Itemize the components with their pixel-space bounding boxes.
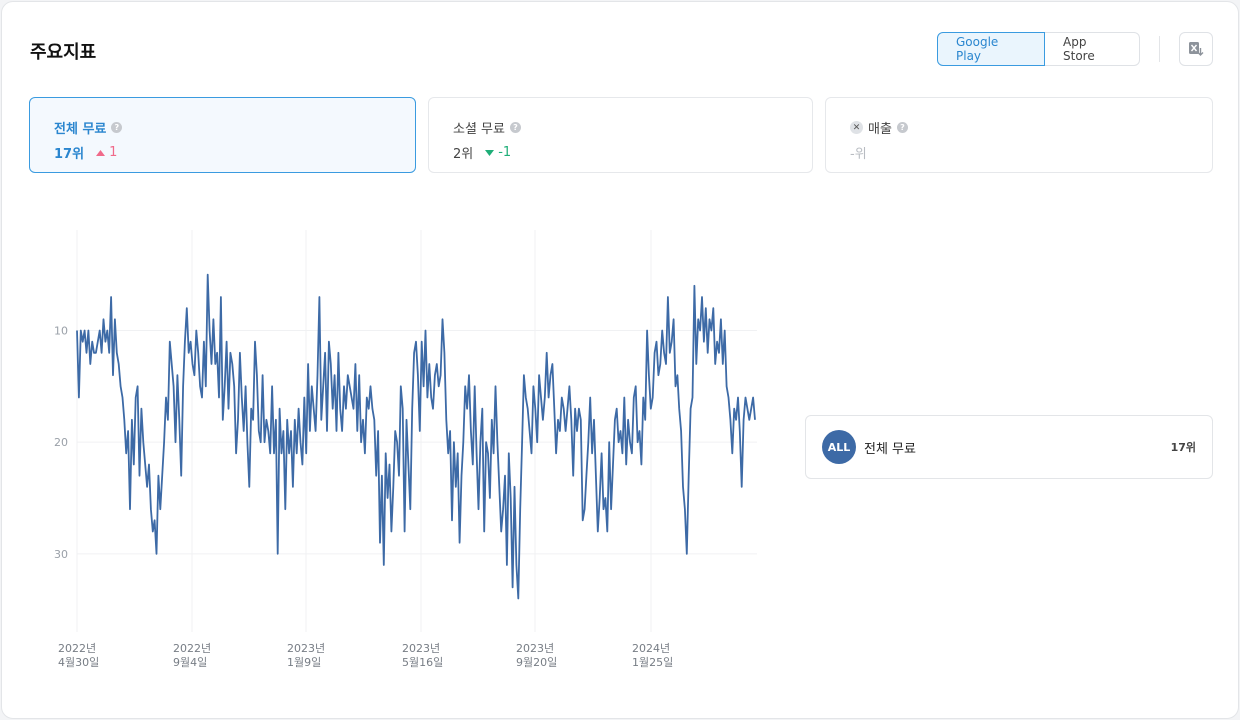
card-rank: -위 bbox=[850, 147, 867, 162]
store-toggle: Google Play App Store bbox=[937, 32, 1140, 66]
card-label: 전체 무료 bbox=[54, 122, 107, 137]
x-tick-day: 1월9일 bbox=[287, 655, 321, 669]
x-tick-year: 2024년 bbox=[632, 642, 670, 655]
rank-delta: 1 bbox=[109, 145, 118, 160]
y-tick-label: 20 bbox=[54, 436, 68, 449]
legend-badge: ALL bbox=[822, 430, 856, 464]
help-icon[interactable]: ? bbox=[111, 122, 123, 133]
chart-legend: ALL 전체 무료 17위 bbox=[805, 415, 1213, 479]
card-total-free[interactable]: 전체 무료 ? 17위 1 bbox=[29, 97, 416, 173]
x-tick-year: 2023년 bbox=[516, 642, 554, 655]
legend-name: 전체 무료 bbox=[864, 441, 916, 457]
card-label: 매출 bbox=[868, 122, 892, 137]
rank-delta: -1 bbox=[498, 145, 512, 160]
card-label: 소셜 무료 bbox=[453, 122, 505, 137]
help-icon[interactable]: ? bbox=[509, 122, 521, 133]
card-rank: 2위 bbox=[453, 147, 474, 162]
excel-download-button[interactable] bbox=[1179, 32, 1213, 66]
card-social-free[interactable]: 소셜 무료 ? 2위 -1 bbox=[428, 97, 813, 173]
triangle-up-icon bbox=[96, 149, 106, 156]
rank-change-up: 1 bbox=[96, 145, 117, 160]
app-store-button[interactable]: App Store bbox=[1045, 32, 1140, 66]
series-line bbox=[76, 273, 756, 600]
x-tick-day: 4월30일 bbox=[58, 655, 99, 669]
legend-value: 17위 bbox=[1170, 441, 1196, 454]
card-rank: 17위 bbox=[54, 147, 85, 162]
x-tick-year: 2023년 bbox=[402, 642, 440, 655]
x-tick-year: 2022년 bbox=[58, 642, 96, 655]
x-tick-day: 5월16일 bbox=[402, 655, 443, 669]
header-divider bbox=[1159, 36, 1160, 62]
x-tick-year: 2022년 bbox=[173, 642, 211, 655]
triangle-down-icon bbox=[485, 149, 495, 156]
excel-download-icon bbox=[1189, 42, 1204, 56]
card-revenue[interactable]: ✕ 매출 ? -위 bbox=[825, 97, 1213, 173]
x-tick-day: 1월25일 bbox=[632, 655, 673, 669]
close-icon: ✕ bbox=[850, 121, 863, 134]
x-tick-day: 9월4일 bbox=[173, 655, 207, 669]
rank-trend-chart: 1020302022년4월30일2022년9월4일2023년1월9일2023년5… bbox=[54, 230, 757, 669]
google-play-button[interactable]: Google Play bbox=[937, 32, 1045, 66]
help-icon[interactable]: ? bbox=[896, 122, 908, 133]
y-tick-label: 30 bbox=[54, 548, 68, 561]
rank-change-down: -1 bbox=[485, 145, 511, 160]
x-tick-day: 9월20일 bbox=[516, 655, 557, 669]
y-tick-label: 10 bbox=[54, 325, 68, 338]
x-tick-year: 2023년 bbox=[287, 642, 325, 655]
page-title: 주요지표 bbox=[30, 42, 97, 63]
